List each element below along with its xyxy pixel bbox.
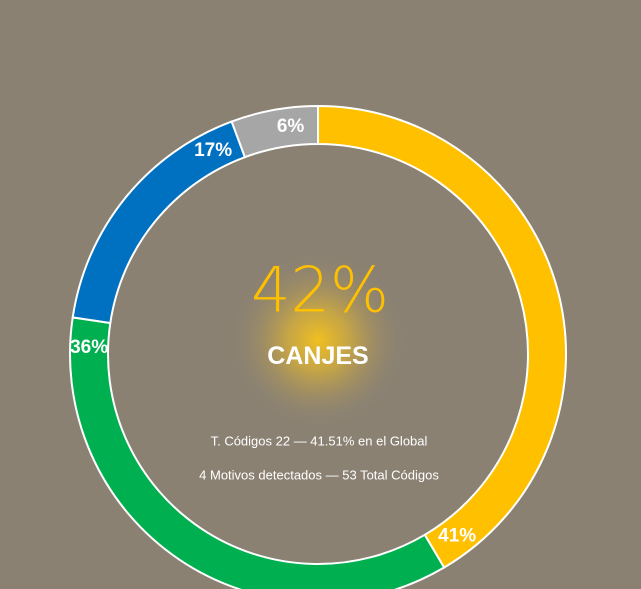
- center-glow: [228, 250, 408, 430]
- info-line-codes: T. Códigos 22 — 41.51% en el Global: [211, 434, 428, 449]
- donut-slice-3: [230, 104, 319, 159]
- slice-labels-group: 41% 36% 17% 6%: [70, 116, 476, 546]
- center-label: CANJES: [267, 342, 368, 370]
- slice-label-0: 41%: [438, 525, 476, 546]
- slice-label-1: 36%: [70, 337, 108, 358]
- slices-group: [69, 104, 567, 589]
- center-percent: 42%: [251, 254, 389, 327]
- slice-label-2: 17%: [194, 140, 232, 161]
- slice-label-3: 6%: [277, 116, 305, 137]
- info-line-motives: 4 Motivos detectados — 53 Total Códigos: [199, 468, 439, 483]
